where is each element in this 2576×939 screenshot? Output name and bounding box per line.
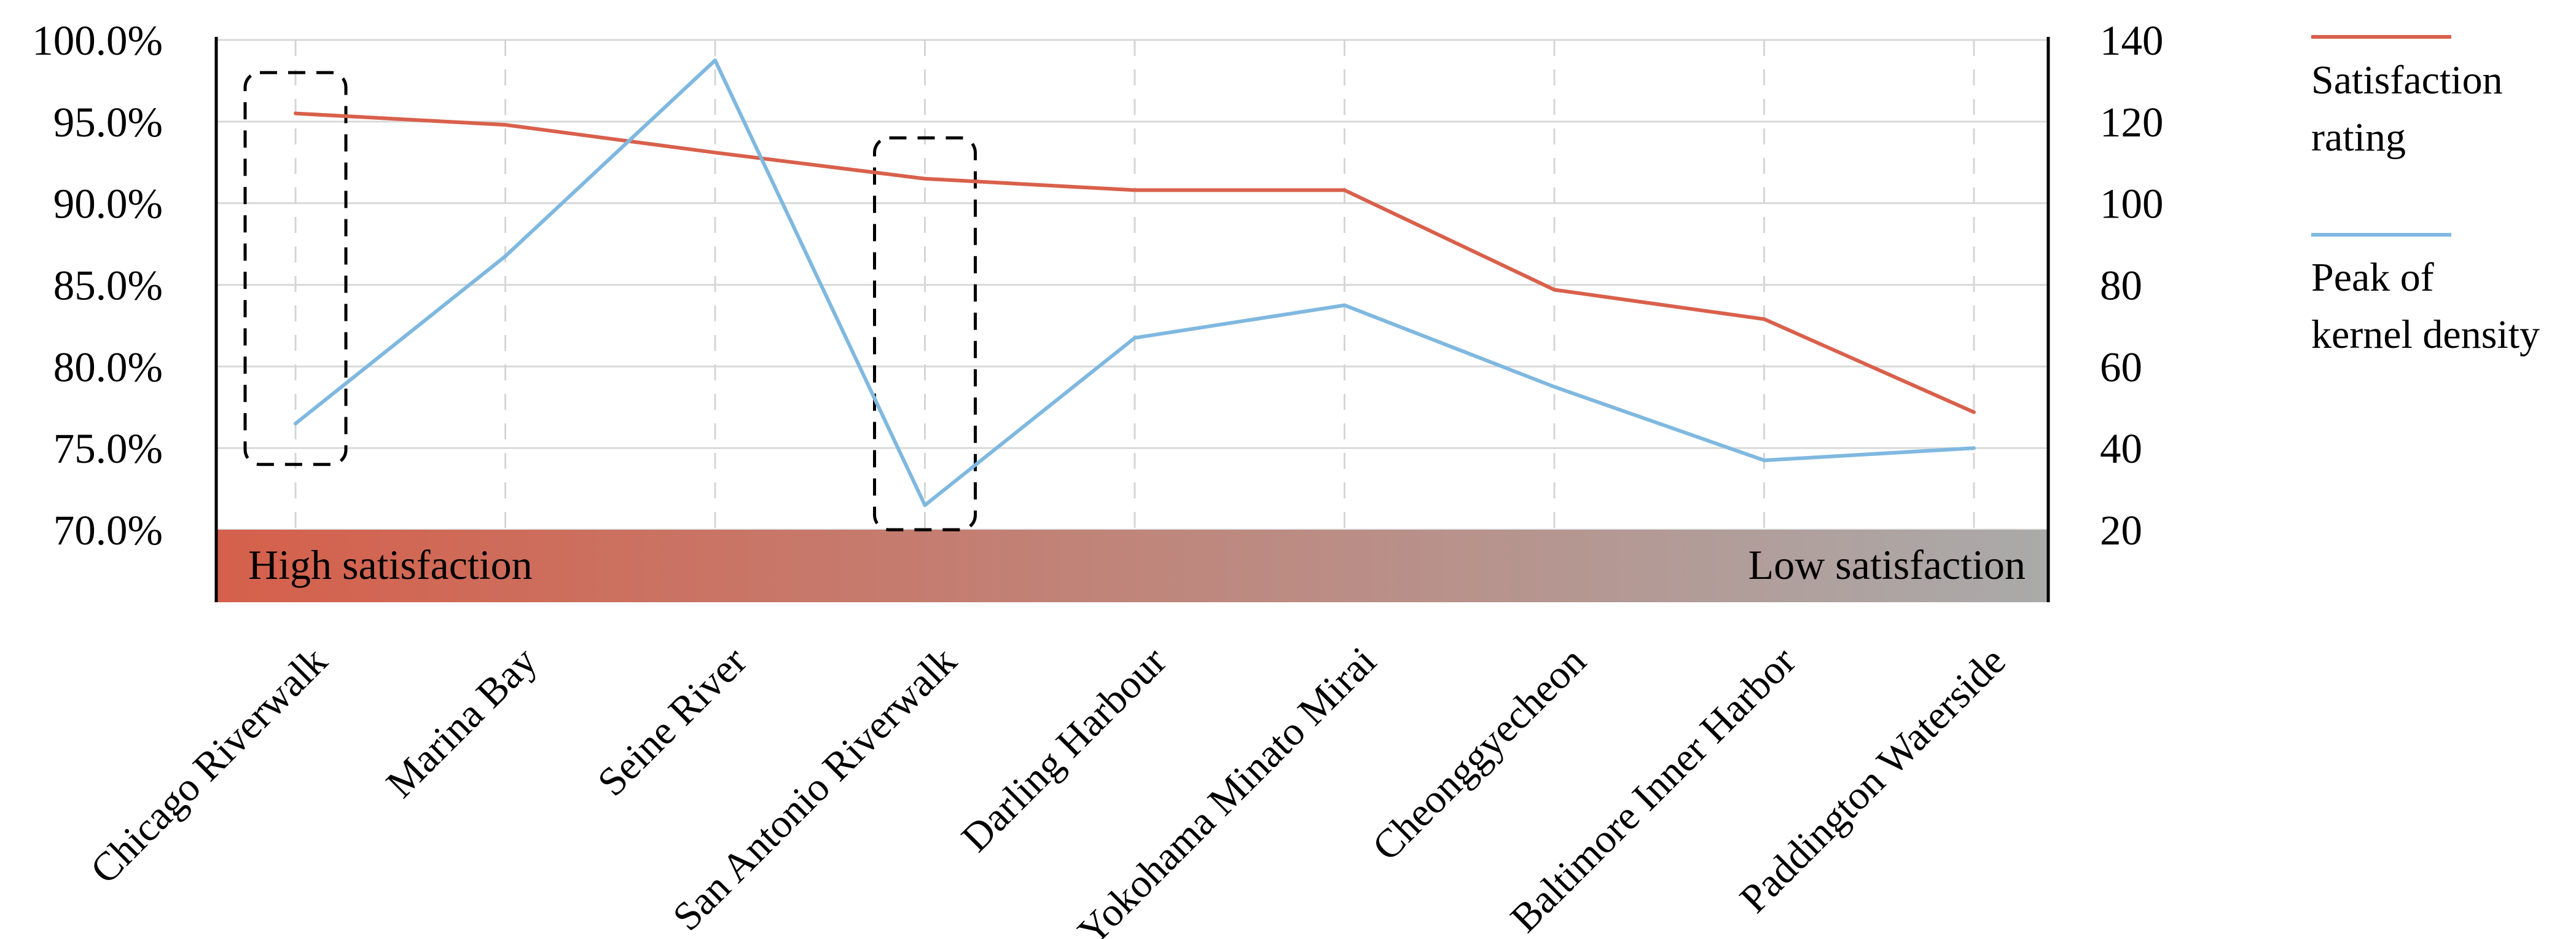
x-tick-label-cheonggyecheon: Cheonggyecheon xyxy=(1364,638,1595,870)
y-right-tick-label: 100 xyxy=(2100,181,2164,227)
data-point-peak-of-kernel-density xyxy=(294,422,297,426)
y-right-tick-label: 140 xyxy=(2100,17,2164,64)
y-left-tick-label: 95.0% xyxy=(53,99,163,146)
y-right-tick-label: 40 xyxy=(2100,425,2142,472)
data-point-peak-of-kernel-density xyxy=(1342,303,1347,307)
y-right-tick-label: 120 xyxy=(2100,99,2164,146)
data-point-satisfaction-rating xyxy=(1762,317,1766,321)
data-point-peak-of-kernel-density xyxy=(1133,336,1137,340)
data-point-satisfaction-rating xyxy=(1552,288,1556,292)
data-point-peak-of-kernel-density xyxy=(1972,446,1976,450)
legend-label-satisfaction-rating: Satisfaction rating xyxy=(2311,58,2503,160)
axes xyxy=(214,37,2050,602)
y-left-tick-label: 80.0% xyxy=(53,344,163,390)
highlight-box-chicago-riverwalk xyxy=(243,71,348,466)
x-tick-label-seine-river: Seine River xyxy=(589,638,756,805)
y-left-tick-label: 85.0% xyxy=(53,262,163,309)
y-left-tick-label: 100.0% xyxy=(32,17,163,64)
data-point-peak-of-kernel-density xyxy=(1762,458,1766,463)
x-tick-label-marina-bay: Marina Bay xyxy=(378,638,546,806)
data-point-satisfaction-rating xyxy=(713,151,717,155)
data-point-peak-of-kernel-density xyxy=(503,254,507,259)
y-left-tick-label: 70.0% xyxy=(53,507,163,554)
x-tick-label-darling-harbour: Darling Harbour xyxy=(953,638,1175,860)
y-left-tick-label: 75.0% xyxy=(53,425,163,472)
band-label-low: Low satisfaction xyxy=(1748,541,2026,588)
band-label-high: High satisfaction xyxy=(248,541,533,588)
data-point-satisfaction-rating xyxy=(1972,410,1976,414)
y-left-tick-label: 90.0% xyxy=(53,181,163,227)
grid-lines xyxy=(216,39,2048,531)
tick-labels: 70.0% 75.0% 80.0% 85.0% 90.0% 95.0% 100.0% 20 40… xyxy=(32,17,2163,939)
data-point-satisfaction-rating xyxy=(923,176,927,181)
highlight-box-san-antonio-riverwalk xyxy=(873,136,977,532)
highlight-boxes xyxy=(243,71,977,532)
data-point-peak-of-kernel-density xyxy=(1552,385,1556,389)
data-point-satisfaction-rating xyxy=(294,111,297,116)
satisfaction-gradient-band xyxy=(216,530,2048,602)
legend: Satisfaction rating Peak of kernel density xyxy=(2311,35,2540,357)
y-right-tick-label: 60 xyxy=(2100,344,2142,390)
data-point-satisfaction-rating xyxy=(1133,188,1137,192)
data-point-satisfaction-rating xyxy=(503,123,507,127)
y-right-tick-label: 20 xyxy=(2100,507,2142,554)
legend-label-peak-of-kernel-density: Peak of kernel density xyxy=(2311,255,2540,357)
series-lines xyxy=(294,58,1976,508)
satisfaction-band: High satisfaction Low satisfaction xyxy=(216,530,2048,602)
x-tick-label-chicago-riverwalk: Chicago Riverwalk xyxy=(82,638,335,892)
y-right-tick-label: 80 xyxy=(2100,262,2142,309)
data-point-peak-of-kernel-density xyxy=(923,503,927,508)
data-point-satisfaction-rating xyxy=(1342,188,1347,192)
data-point-peak-of-kernel-density xyxy=(713,58,717,63)
